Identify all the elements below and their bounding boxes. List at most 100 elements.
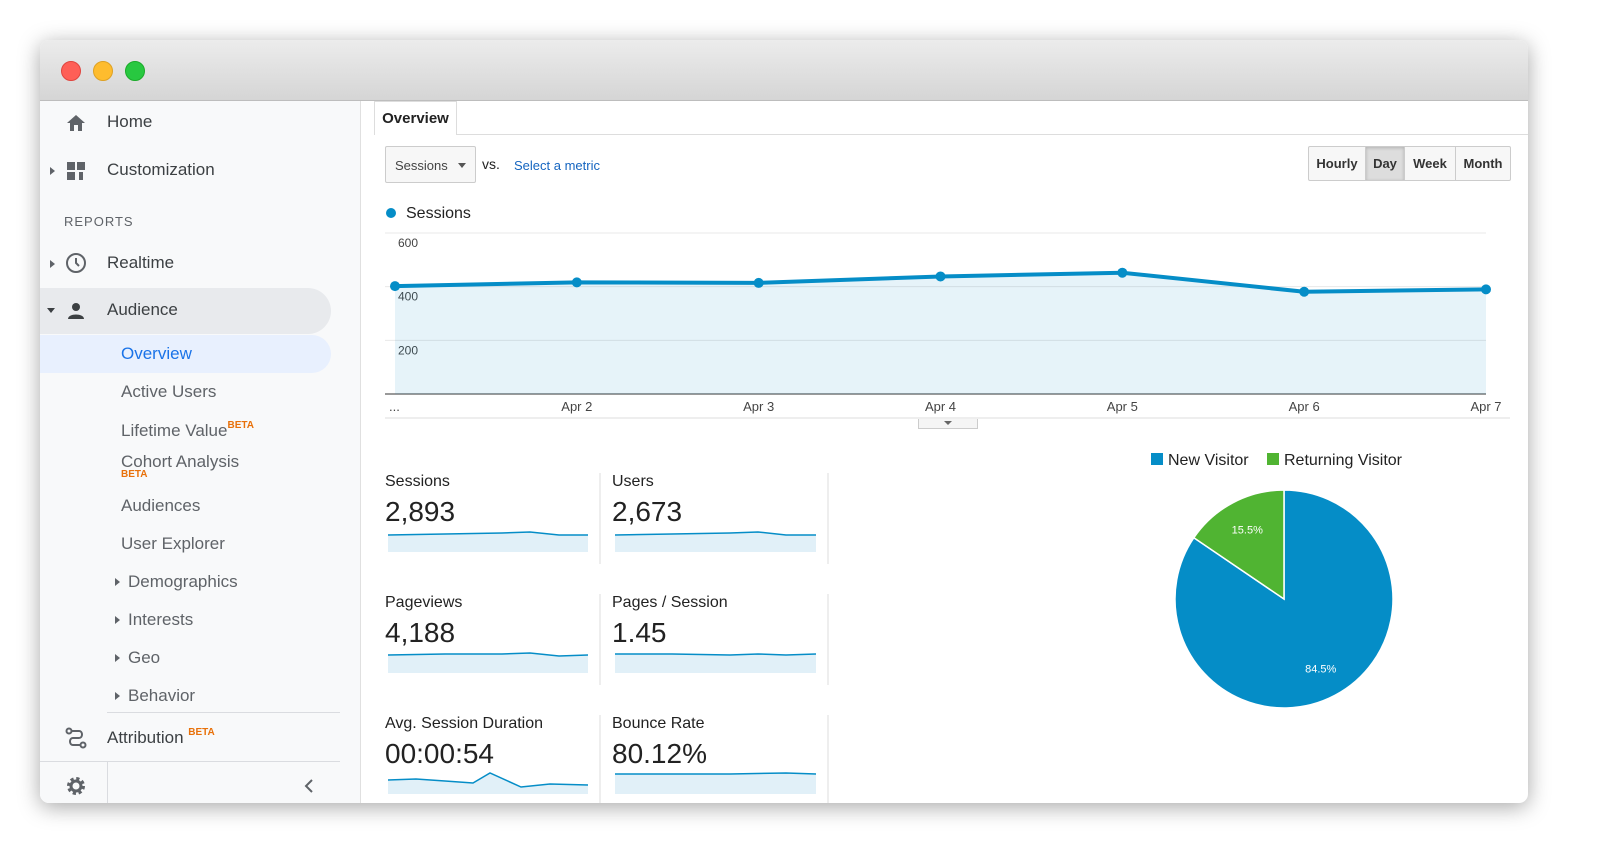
nav-item[interactable]: Active Users bbox=[121, 382, 217, 401]
expand-caret[interactable] bbox=[115, 692, 120, 700]
pie-slice bbox=[1192, 489, 1285, 601]
legend-label: Returning Visitor bbox=[1284, 452, 1403, 469]
legend-marker bbox=[1267, 453, 1279, 465]
sparkline-area bbox=[615, 773, 816, 794]
point bbox=[390, 281, 400, 292]
metric-select[interactable]: Sessions bbox=[385, 146, 476, 183]
zoom-button[interactable] bbox=[125, 61, 145, 81]
nav-customization[interactable]: Customization bbox=[107, 160, 215, 179]
y-tick-label: 200 bbox=[398, 343, 418, 357]
nav-item[interactable]: Behavior bbox=[128, 686, 196, 705]
tab[interactable]: Overview bbox=[374, 101, 457, 135]
y-tick-label: 600 bbox=[398, 236, 418, 250]
granularity-button[interactable]: Month bbox=[1455, 146, 1511, 181]
beta-badge: BETA bbox=[188, 727, 215, 738]
nav-item[interactable]: User Explorer bbox=[121, 534, 225, 553]
realtime-icon bbox=[66, 253, 86, 273]
expand-caret[interactable] bbox=[50, 167, 55, 175]
legend-marker bbox=[386, 208, 396, 218]
sparkline bbox=[615, 772, 817, 775]
expand-caret[interactable] bbox=[50, 260, 55, 268]
point bbox=[935, 271, 946, 282]
attribution-icon bbox=[65, 727, 87, 749]
legend-label: New Visitor bbox=[1168, 452, 1249, 469]
nav-item[interactable]: Interests bbox=[128, 610, 194, 629]
slice-label: 15.5% bbox=[1232, 525, 1263, 537]
close-button[interactable] bbox=[61, 61, 81, 81]
sidebar: Home Customization REPORTS Realtime Audi… bbox=[40, 101, 361, 803]
nav-audience[interactable]: Audience bbox=[107, 300, 178, 319]
x-tick-label: Apr 5 bbox=[1107, 399, 1138, 414]
sparkline-area bbox=[615, 532, 816, 552]
expand-caret[interactable] bbox=[115, 578, 120, 586]
nav-item[interactable]: Lifetime ValueBETA bbox=[121, 420, 254, 441]
collapse-sidebar[interactable] bbox=[302, 778, 316, 794]
metric-value: 2,893 bbox=[385, 496, 456, 527]
sparkline-fills bbox=[388, 532, 816, 794]
sparklines bbox=[387, 531, 817, 788]
dropdown-arrow bbox=[458, 163, 466, 168]
y-tick-label: 400 bbox=[398, 290, 418, 304]
x-tick-label: ... bbox=[389, 399, 400, 414]
tab-rule bbox=[457, 134, 1528, 135]
x-tick-label: Apr 3 bbox=[743, 399, 774, 414]
metric-value: 4,188 bbox=[385, 617, 456, 648]
nav-item[interactable]: Demographics bbox=[128, 572, 238, 591]
nav-home[interactable]: Home bbox=[107, 112, 153, 131]
sparkline-area bbox=[388, 773, 588, 794]
point bbox=[753, 277, 764, 288]
window: Home Customization REPORTS Realtime Audi… bbox=[40, 40, 1528, 803]
sparkline bbox=[614, 531, 816, 536]
metric-label: Pages / Session bbox=[612, 594, 728, 611]
minimize-button[interactable] bbox=[93, 61, 113, 81]
customization-icon bbox=[67, 162, 85, 180]
point bbox=[1481, 284, 1491, 295]
metric-value: 1.45 bbox=[612, 617, 667, 648]
metric-label: Users bbox=[612, 473, 654, 490]
nav-item[interactable]: Cohort Analysis bbox=[121, 452, 240, 471]
nav-overview[interactable]: Overview bbox=[121, 344, 192, 363]
chart-resize-handle[interactable] bbox=[918, 419, 978, 429]
expand-caret[interactable] bbox=[115, 616, 120, 624]
nav-realtime[interactable]: Realtime bbox=[107, 253, 175, 272]
sparkline-area bbox=[388, 653, 588, 673]
nav-label: Lifetime Value bbox=[121, 421, 228, 440]
metric-value: 2,673 bbox=[612, 496, 683, 527]
divider bbox=[40, 761, 340, 762]
sparkline bbox=[387, 772, 589, 788]
audience-icon bbox=[68, 303, 84, 319]
sparkline-area bbox=[615, 654, 816, 673]
nav-attribution[interactable]: Attribution BETA bbox=[107, 727, 215, 748]
select-metric-link[interactable]: Select a metric bbox=[514, 158, 600, 173]
sparkline bbox=[387, 652, 589, 657]
nav-item[interactable]: Audiences bbox=[121, 496, 201, 515]
beta-badge: BETA bbox=[227, 420, 254, 431]
vs-label: vs. bbox=[482, 156, 500, 172]
nav-label: Attribution bbox=[107, 728, 184, 747]
collapse-caret[interactable] bbox=[47, 308, 55, 313]
point bbox=[1117, 267, 1128, 278]
x-tick-label: Apr 4 bbox=[925, 399, 956, 414]
x-tick-label: Apr 7 bbox=[1470, 399, 1501, 414]
point bbox=[1299, 286, 1310, 297]
metric-label: Pageviews bbox=[385, 594, 463, 611]
metric-value: 00:00:54 bbox=[385, 738, 494, 769]
active-group bbox=[40, 288, 331, 334]
nav-item[interactable]: Geo bbox=[128, 648, 161, 667]
select-label: Sessions bbox=[395, 158, 448, 173]
metric-value: 80.12% bbox=[612, 738, 707, 769]
charts: 200 400 600... Apr 2 Apr 3 Apr 4 Apr 5 Apr 6 Apr… bbox=[385, 205, 1510, 803]
sparkline bbox=[615, 653, 817, 656]
settings-icon[interactable] bbox=[66, 776, 86, 796]
expand-caret[interactable] bbox=[115, 654, 120, 662]
x-tick-label: Apr 2 bbox=[561, 399, 592, 414]
sparkline-area bbox=[388, 532, 588, 552]
granularity-button[interactable]: Day bbox=[1365, 146, 1405, 181]
granularity-button[interactable]: Week bbox=[1404, 146, 1456, 181]
slice-label: 84.5% bbox=[1305, 663, 1336, 675]
beta-badge: BETA bbox=[121, 469, 148, 480]
metric-label: Avg. Session Duration bbox=[385, 715, 544, 732]
granularity-button[interactable]: Hourly bbox=[1308, 146, 1366, 181]
legend-label: Sessions bbox=[406, 205, 471, 222]
